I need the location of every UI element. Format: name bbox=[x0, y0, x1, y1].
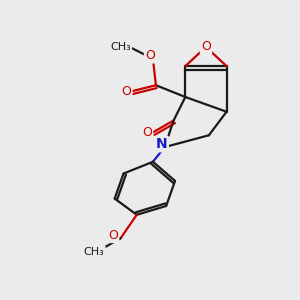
Text: N: N bbox=[156, 137, 168, 151]
Text: O: O bbox=[145, 49, 155, 62]
Text: O: O bbox=[122, 85, 131, 98]
Text: CH₃: CH₃ bbox=[110, 42, 131, 52]
Text: O: O bbox=[142, 126, 152, 139]
Text: CH₃: CH₃ bbox=[84, 247, 104, 256]
Text: O: O bbox=[201, 40, 211, 53]
Text: O: O bbox=[108, 229, 118, 242]
